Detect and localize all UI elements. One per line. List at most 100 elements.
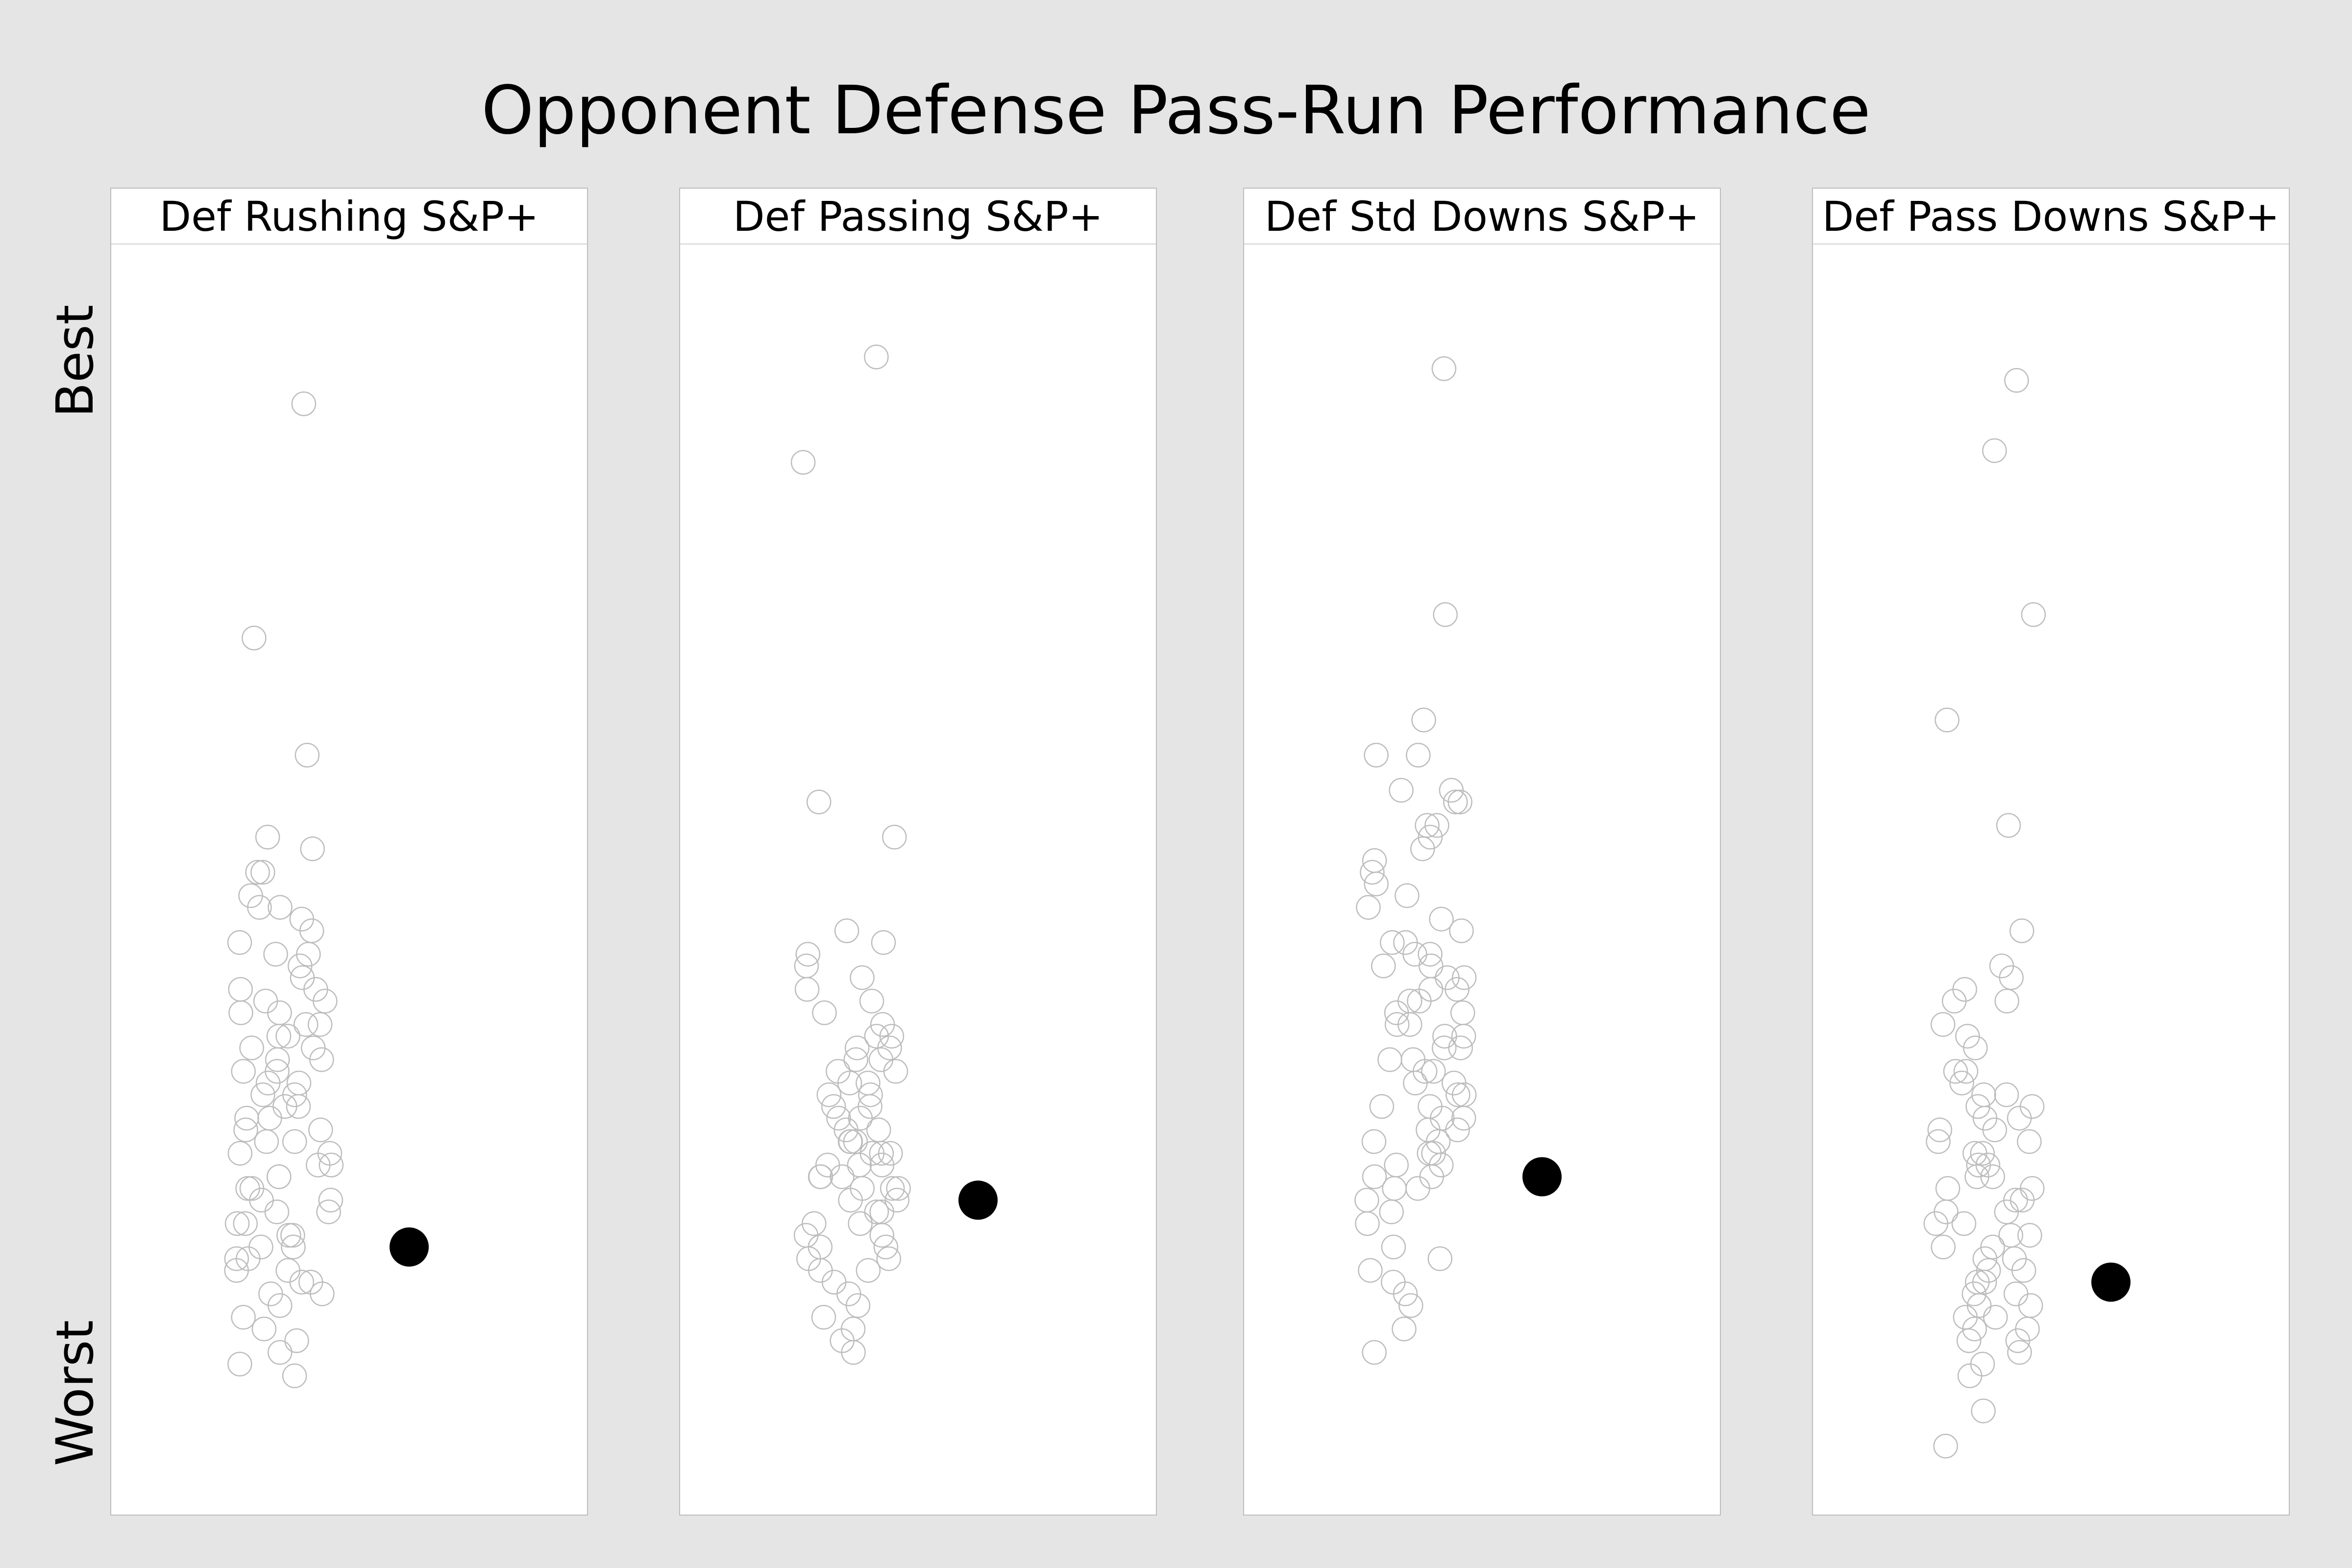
data-point	[227, 1351, 252, 1377]
data-point	[265, 1047, 290, 1072]
data-point	[267, 1164, 292, 1189]
data-point	[318, 1152, 344, 1177]
data-point	[224, 1211, 250, 1236]
data-point	[1953, 1059, 1979, 1084]
data-point	[873, 1234, 899, 1260]
panel-def-std-downs: Def Std Downs S&P+	[1243, 188, 1721, 1516]
data-point	[843, 1047, 868, 1072]
data-point	[257, 1105, 282, 1131]
data-point	[268, 895, 293, 920]
data-point	[1407, 988, 1432, 1014]
data-point	[811, 1305, 836, 1330]
data-point	[1402, 942, 1427, 967]
data-point	[1943, 1059, 1968, 1084]
data-point	[1395, 883, 1420, 908]
data-point	[837, 1071, 862, 1096]
data-point	[228, 1000, 253, 1026]
highlight-point	[1522, 1157, 1562, 1197]
data-point	[1379, 1199, 1404, 1225]
panel-plot-area	[1354, 356, 1562, 1365]
data-point	[1451, 965, 1477, 990]
data-point	[1957, 1363, 1983, 1389]
data-point	[1382, 1176, 1407, 1201]
data-point	[1381, 1234, 1406, 1260]
data-point	[1433, 602, 1458, 627]
data-point	[224, 1258, 249, 1283]
data-point	[1935, 708, 1960, 733]
data-point	[1964, 1164, 1989, 1189]
data-point	[834, 918, 859, 943]
data-point	[826, 1105, 851, 1131]
data-point	[233, 1117, 258, 1143]
data-point	[253, 988, 278, 1014]
data-point	[1963, 1035, 1988, 1060]
data-point	[856, 1258, 881, 1283]
data-point	[1406, 742, 1431, 768]
data-point	[1994, 1199, 2019, 1225]
chart-title: Opponent Defense Pass-Run Performance	[481, 72, 1871, 149]
data-point	[821, 1094, 846, 1119]
data-point	[1362, 1340, 1387, 1365]
data-point	[254, 1129, 279, 1154]
data-point	[1371, 954, 1396, 979]
data-point	[294, 1012, 318, 1037]
data-point	[812, 1000, 837, 1026]
data-point	[844, 1035, 870, 1060]
data-point	[1431, 356, 1457, 381]
data-point	[869, 1141, 894, 1166]
data-point	[1982, 438, 2007, 463]
data-point	[882, 825, 907, 850]
data-point	[1432, 1035, 1457, 1060]
data-point	[284, 1328, 309, 1353]
data-point	[1935, 1176, 1960, 1201]
data-point	[1421, 1059, 1446, 1084]
data-point	[864, 344, 889, 369]
data-point	[1965, 1094, 1990, 1119]
y-axis-best-label: Best	[45, 304, 105, 417]
data-point	[234, 1105, 259, 1131]
data-point	[1970, 1141, 1995, 1166]
data-point	[227, 1141, 253, 1166]
data-point	[242, 625, 267, 651]
highlight-point	[2091, 1262, 2131, 1302]
data-point	[2011, 1258, 2036, 1283]
data-point	[1961, 1281, 1987, 1306]
data-point	[1994, 1082, 2019, 1107]
data-point	[1980, 1164, 2005, 1189]
data-point	[251, 1316, 277, 1342]
data-point	[1355, 1211, 1380, 1236]
data-point	[1450, 1000, 1475, 1026]
data-point	[300, 836, 325, 861]
data-point	[1930, 1012, 1956, 1037]
data-point	[248, 1234, 273, 1260]
data-point	[282, 1129, 307, 1154]
data-point	[255, 1071, 281, 1096]
data-point	[276, 1223, 301, 1248]
data-point	[1392, 1316, 1417, 1342]
panel-def-rushing: Def Rushing S&P+	[110, 188, 588, 1516]
data-point	[830, 1164, 855, 1189]
data-point	[795, 942, 821, 967]
data-point	[1362, 1164, 1387, 1189]
data-point	[864, 1199, 889, 1225]
data-point	[247, 895, 272, 920]
data-point	[1424, 813, 1449, 838]
data-point	[1397, 1012, 1422, 1037]
data-point	[883, 1059, 908, 1084]
data-point	[790, 450, 816, 475]
data-point	[2004, 368, 2029, 393]
data-point	[1354, 1188, 1379, 1213]
highlight-point	[390, 1227, 429, 1267]
data-point	[1962, 1316, 1987, 1342]
panel-def-passing: Def Passing S&P+	[679, 188, 1157, 1516]
data-point	[1418, 825, 1443, 850]
data-point	[1361, 1129, 1387, 1154]
data-point	[1380, 930, 1405, 955]
data-point	[1415, 813, 1440, 838]
data-point	[866, 1117, 891, 1143]
data-point	[837, 1129, 863, 1154]
data-point	[1451, 1024, 1476, 1049]
data-point	[1933, 1433, 1958, 1459]
panel-plot-area	[224, 391, 429, 1389]
data-point	[1971, 1398, 1996, 1423]
